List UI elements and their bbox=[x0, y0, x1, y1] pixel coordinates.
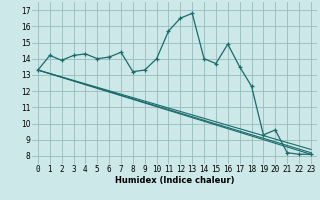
X-axis label: Humidex (Indice chaleur): Humidex (Indice chaleur) bbox=[115, 176, 234, 185]
